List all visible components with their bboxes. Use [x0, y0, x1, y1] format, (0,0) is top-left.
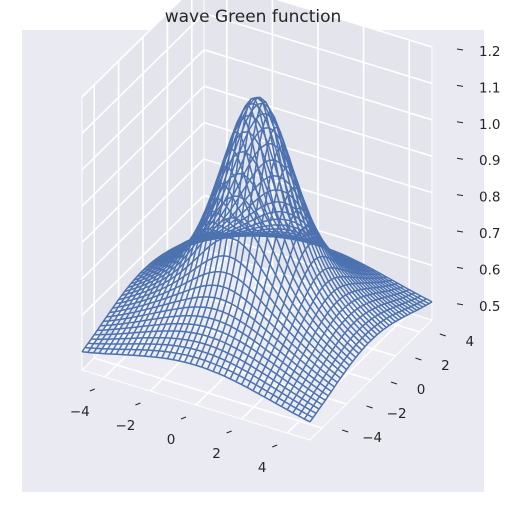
x-tick-label: −2	[115, 418, 135, 434]
grid-line-y-floor	[93, 357, 323, 429]
y-tick-label: 4	[466, 334, 475, 350]
y-tick-mark	[415, 357, 422, 361]
z-tick-mark	[456, 157, 464, 160]
z-tick-mark	[456, 48, 464, 51]
wire-line-x	[297, 295, 421, 417]
y-tick-mark	[390, 381, 398, 385]
y-tick-mark	[439, 333, 446, 337]
x-tick-label: −4	[70, 404, 90, 420]
wire-line-x	[286, 289, 410, 411]
wire-line-x	[309, 301, 433, 423]
wire-line-x	[275, 282, 399, 404]
y-tick-label: 2	[441, 358, 450, 374]
z-tick-label: 0.6	[479, 262, 500, 278]
x-tick-mark	[89, 388, 95, 392]
wire-line-x	[280, 285, 404, 407]
x-tick-mark	[226, 430, 232, 434]
z-tick-label: 1.1	[479, 80, 500, 96]
z-tick-mark	[456, 194, 464, 197]
z-tick-mark	[456, 303, 464, 306]
wire-line-y	[203, 231, 433, 303]
z-tick-mark	[456, 84, 464, 87]
z-tick-label: 0.5	[479, 299, 500, 315]
x-tick-mark	[272, 444, 278, 448]
z-tick-label: 1.0	[479, 117, 500, 133]
y-tick-label: −2	[387, 406, 407, 422]
y-tick-label: −4	[362, 430, 382, 446]
x-tick-mark	[135, 402, 141, 406]
z-tick-mark	[456, 230, 464, 233]
z-tick-label: 0.7	[479, 226, 500, 242]
x-tick-label: 4	[258, 460, 267, 476]
z-tick-label: 0.8	[479, 190, 500, 206]
x-tick-label: 2	[212, 446, 221, 462]
wire-line-x	[303, 298, 427, 420]
y-tick-mark	[342, 429, 349, 433]
z-tick-label: 0.9	[479, 153, 500, 169]
y-tick-label: 0	[417, 382, 426, 398]
z-tick-mark	[456, 266, 464, 269]
chart-title: wave Green function	[165, 7, 342, 27]
wire-line-x	[292, 292, 416, 414]
y-tick-mark	[366, 405, 373, 409]
surface-wireframe	[81, 96, 433, 423]
z-tick-label: 1.2	[479, 44, 500, 60]
x-tick-mark	[180, 416, 187, 420]
grid-line-y-floor	[142, 309, 372, 381]
z-tick-mark	[456, 121, 464, 124]
x-tick-label: 0	[167, 432, 176, 448]
